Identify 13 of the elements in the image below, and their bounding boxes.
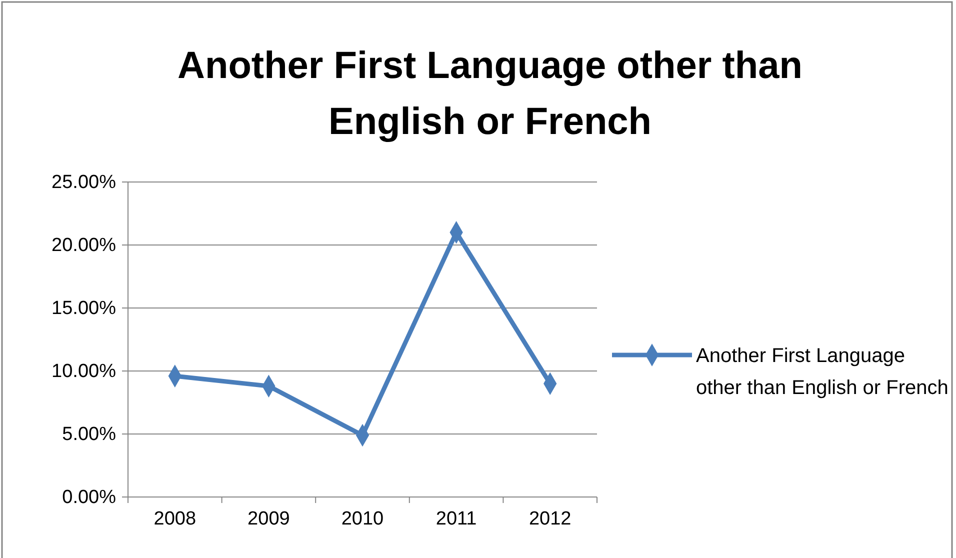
legend-label: Another First Language other than English or French <box>696 345 948 399</box>
y-tick-label: 5.00% <box>62 424 116 446</box>
x-tick-label: 2008 <box>154 508 196 530</box>
x-tick-label: 2010 <box>341 508 384 530</box>
x-tick-label: 2011 <box>436 508 477 530</box>
x-tick-label: 2009 <box>248 508 290 530</box>
x-tick-label: 2012 <box>528 508 572 530</box>
y-tick-label: 25.00% <box>52 172 116 194</box>
y-tick-label: 20.00% <box>52 235 116 256</box>
chart-title: Another First Language other than English or French <box>178 45 802 143</box>
y-tick-label: 15.00% <box>52 298 116 320</box>
y-tick-label: 0.00% <box>62 487 116 508</box>
y-tick-label: 10.00% <box>52 361 116 382</box>
